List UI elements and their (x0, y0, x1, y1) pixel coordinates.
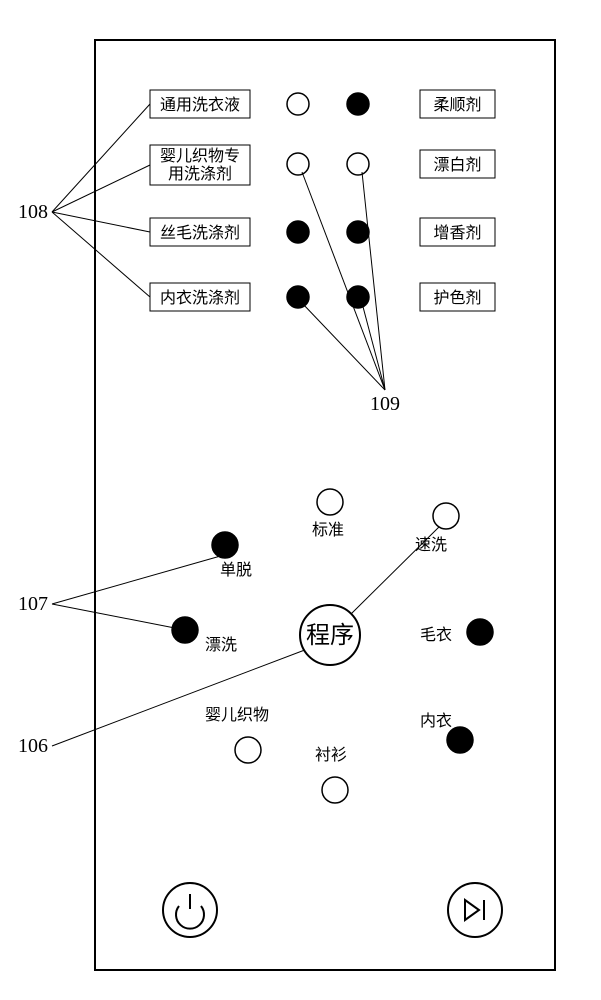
program-option-label-1: 速洗 (415, 536, 447, 554)
program-option-indicator-2[interactable] (467, 619, 493, 645)
detergent-left-label-0: 通用洗衣液 (160, 96, 240, 114)
detergent-indicator-right-3 (347, 286, 369, 308)
detergent-left-label-1-l2: 用洗涤剂 (168, 165, 232, 183)
program-option-label-6: 漂洗 (205, 636, 237, 654)
detergent-indicator-left-2 (287, 221, 309, 243)
callout-107-label: 107 (18, 593, 48, 615)
detergent-left-label-1-l1: 婴儿织物专 (160, 147, 240, 165)
program-option-label-5: 婴儿织物 (205, 706, 269, 724)
program-option-indicator-7[interactable] (212, 532, 238, 558)
program-option-indicator-5[interactable] (235, 737, 261, 763)
additive-right-label-3: 护色剂 (433, 289, 481, 307)
detergent-indicator-right-1 (347, 153, 369, 175)
callout-108-label: 108 (18, 201, 48, 223)
additive-right-label-1: 漂白剂 (433, 156, 481, 174)
program-option-indicator-6[interactable] (172, 617, 198, 643)
detergent-left-label-2: 丝毛洗涤剂 (160, 224, 240, 242)
program-option-label-4: 衬衫 (315, 746, 347, 764)
detergent-indicator-left-1 (287, 153, 309, 175)
program-dial-label: 程序 (306, 622, 354, 649)
detergent-indicator-left-0 (287, 93, 309, 115)
detergent-indicator-left-3 (287, 286, 309, 308)
start-pause-button[interactable] (448, 883, 502, 937)
program-option-indicator-3[interactable] (447, 727, 473, 753)
program-option-indicator-0[interactable] (317, 489, 343, 515)
program-option-label-0: 标准 (312, 521, 344, 539)
detergent-left-label-3: 内衣洗涤剂 (160, 289, 240, 307)
detergent-indicator-right-0 (347, 93, 369, 115)
additive-right-label-0: 柔顺剂 (433, 96, 481, 114)
callout-109-label: 109 (370, 393, 400, 415)
program-option-label-2: 毛衣 (420, 626, 452, 644)
program-option-label-3: 内衣 (420, 712, 452, 730)
detergent-indicator-right-2 (347, 221, 369, 243)
power-button[interactable] (163, 883, 217, 937)
program-option-indicator-1[interactable] (433, 503, 459, 529)
callout-106-label: 106 (18, 735, 48, 757)
program-option-label-7: 单脱 (220, 561, 252, 579)
additive-right-label-2: 增香剂 (433, 224, 481, 242)
program-option-indicator-4[interactable] (322, 777, 348, 803)
